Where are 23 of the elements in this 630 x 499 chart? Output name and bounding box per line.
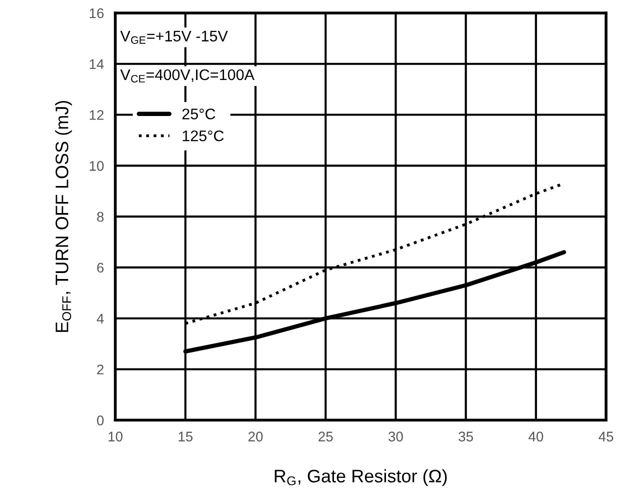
annotation: V$_{GE}$=+15V -15V [120, 30, 228, 44]
y-tick-label: 8 [97, 212, 104, 222]
y-tick-label: 12 [90, 110, 104, 120]
y-tick-label: 16 [90, 8, 104, 18]
x-tick-label: 15 [178, 432, 193, 442]
y-tick-label: 10 [90, 161, 104, 171]
y-axis-title: E$_{OFF}$, TURN OFF LOSS (mJ) [55, 100, 72, 332]
y-tick-label: 4 [96, 314, 104, 324]
annotation: V$_{CE}$=400V,IC=100A [120, 69, 254, 83]
y-tick-label: 0 [97, 415, 104, 426]
x-axis-title: R$_{G}$, Gate Resistor (Ω) [274, 469, 447, 486]
y-tick-label: 6 [97, 262, 104, 273]
x-tick-label: 20 [248, 432, 263, 442]
x-tick-label: 40 [528, 432, 544, 442]
y-tick-label: 2 [97, 364, 104, 374]
x-tick-label: 35 [458, 432, 473, 442]
legend-label: 25°C [182, 108, 216, 120]
x-tick-label: 25 [318, 432, 333, 442]
x-tick-label: 45 [598, 432, 614, 442]
x-tick-label: 10 [108, 432, 122, 442]
legend-label: 125°C [182, 130, 224, 142]
y-tick-label: 14 [90, 59, 104, 69]
x-tick-label: 30 [388, 432, 403, 442]
